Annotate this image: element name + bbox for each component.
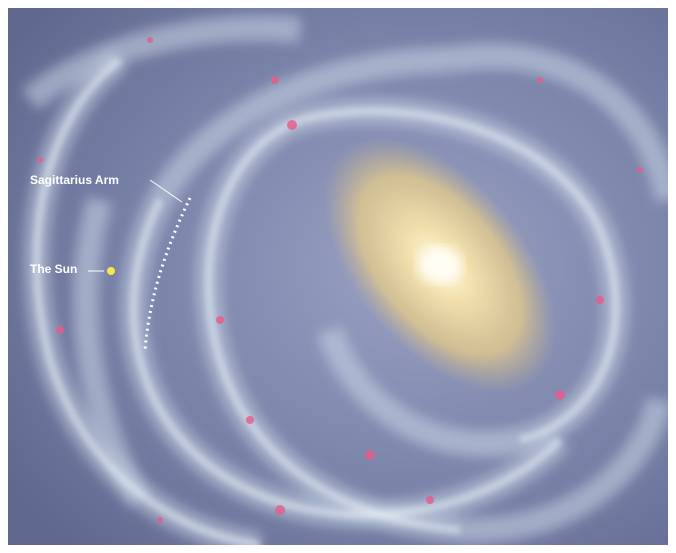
label-sagittarius-arm: Sagittarius Arm — [30, 173, 119, 187]
sun-marker — [107, 267, 115, 275]
sagittarius-arm-marker — [143, 197, 192, 351]
galaxy — [8, 8, 668, 545]
label-the-sun: The Sun — [30, 262, 77, 276]
star-forming-regions — [37, 37, 643, 523]
leader-line — [149, 179, 183, 203]
galactic-core — [418, 247, 462, 283]
arm-highlights — [32, 56, 620, 545]
